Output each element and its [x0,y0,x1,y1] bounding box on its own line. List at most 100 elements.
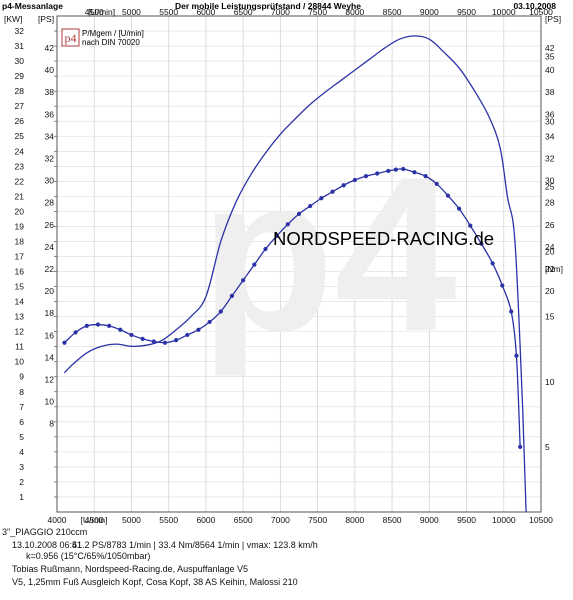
ps-left-tick-label: 26 [45,220,55,230]
header-title-center: Der mobile Leistungsprüfstand / 28844 We… [175,1,361,11]
torque-marker [393,167,398,172]
x-tick-label: 5000 [122,515,141,525]
ps-right-axis-label: [PS] [545,14,561,24]
ps-left-tick-label: 28 [45,198,55,208]
legend-line-2: nach DIN 70020 [82,38,140,47]
axes: 4000 4500 5000 5500 6000 6500 7000 7500 8000 8500… [4,7,563,525]
kw-tick-label: 1 [19,492,24,502]
correction-factor: k=0.956 (15°C/65%/1050mbar) [26,551,151,561]
torque-marker [456,206,462,211]
x-top-tick-label: 5500 [159,7,178,17]
kw-tick-label: 28 [15,86,25,96]
ps-right-tick-label: 34 [545,131,555,141]
ps-right-tick-label: 40 [545,65,555,75]
x-tick-label: 4000 [48,515,67,525]
ps-left-tick-label: 36 [45,109,55,119]
x-top-tick-label: 10500 [529,7,553,17]
x-top-tick-label: 8500 [383,7,402,17]
torque-marker [229,293,235,298]
kw-tick-label: 7 [19,402,24,412]
torque-marker [252,262,257,267]
kw-axis-label: [KW] [4,14,22,24]
ps-left-tick-label: 32 [45,154,55,164]
kw-tick-label: 25 [15,131,25,141]
power-curve [63,35,527,513]
torque-marker [285,222,290,227]
torque-marker [341,183,346,188]
x-tick-label: 5500 [159,515,178,525]
kw-tick-label: 20 [15,206,25,216]
nm-tick-label: 30 [545,116,555,126]
x-tick-label: 6500 [234,515,253,525]
torque-marker [218,309,223,314]
kw-tick-label: 3 [19,462,24,472]
ps-left-tick-label: 34 [45,131,55,141]
kw-tick-label: 9 [19,372,24,382]
torque-marker [490,261,495,266]
ps-left-tick-label: 40 [45,65,55,75]
torque-marker [241,278,246,283]
torque-marker [162,340,168,345]
ps-left-tick-label: 12 [45,374,55,384]
ps-right-tick-label: 38 [545,87,555,97]
x-top-tick-label: 6500 [234,7,253,17]
curves [62,35,527,513]
torque-marker [107,323,112,328]
kw-tick-label: 6 [19,417,24,427]
x-top-tick-label: 4500 [85,7,104,17]
ps-right-tick-label: 30 [545,176,555,186]
watermark-text: NORDSPEED-RACING.de [273,228,494,249]
ps-left-tick-label: 38 [45,87,55,97]
ps-left-tick-label: 8 [49,419,54,429]
kw-tick-label: 23 [15,161,25,171]
p4-logo [61,28,80,47]
nm-tick-label: 20 [545,247,555,257]
kw-tick-label: 11 [15,342,24,352]
x-tick-label: 9000 [420,515,439,525]
ps-right-tick-label: 36 [545,109,555,119]
torque-marker [330,189,335,194]
ps-right-tick-label: 24 [545,242,555,252]
torque-marker [84,323,89,328]
legend: p4 P/Mgem / [U/min] nach DIN 70020 [61,28,144,47]
torque-marker [140,336,145,341]
info-line-1: Tobias Rußmann, Nordspeed-Racing.de, Aus… [12,564,248,574]
kw-tick-label: 2 [19,477,24,487]
x-top-tick-label: 5000 [122,7,141,17]
x-top-tick-label: 10000 [492,7,516,17]
ps-left-axis-label: [PS] [38,14,54,24]
nm-axis-label: [Nm] [545,264,563,274]
nm-tick-label: 10 [545,377,555,387]
torque-marker [296,211,302,216]
kw-tick-label: 18 [15,236,25,246]
torque-marker [174,338,179,343]
kw-tick-label: 12 [15,327,25,337]
header-title-left: p4-Messanlage [2,1,63,11]
torque-marker [196,327,201,332]
ps-left-tick-label: 22 [45,264,55,274]
ps-left-tick-label: 10 [45,397,55,407]
x-axis-label-bottom: [U/min] [81,515,108,525]
x-tick-label: 6000 [196,515,215,525]
nm-tick-label: 35 [545,51,555,61]
kw-tick-label: 24 [15,146,25,156]
nm-tick-label: 5 [545,442,550,452]
torque-marker [95,322,101,327]
torque-marker [412,170,417,175]
kw-tick-label: 32 [15,26,25,36]
torque-marker [207,319,212,325]
p4-watermark: p4 [200,131,457,377]
torque-marker [514,353,519,358]
kw-tick-label: 29 [15,71,25,81]
ps-right-tick-label: 28 [545,198,555,208]
info-line-2: V5, 1,25mm Fuß Ausgleich Kopf, Cosa Kopf… [12,577,298,587]
footer: 3"_PIAGGIO 210ccm 41.2 PS/8783 1/min | 3… [0,527,573,600]
ps-left-tick-label: 16 [45,330,55,340]
torque-marker [401,166,406,172]
kw-tick-label: 27 [15,101,25,111]
kw-tick-label: 31 [15,41,25,51]
results-line: 41.2 PS/8783 1/min | 33.4 Nm/8564 1/min … [72,540,318,550]
kw-tick-label: 19 [15,221,25,231]
ps-left-tick-label: 30 [45,176,55,186]
